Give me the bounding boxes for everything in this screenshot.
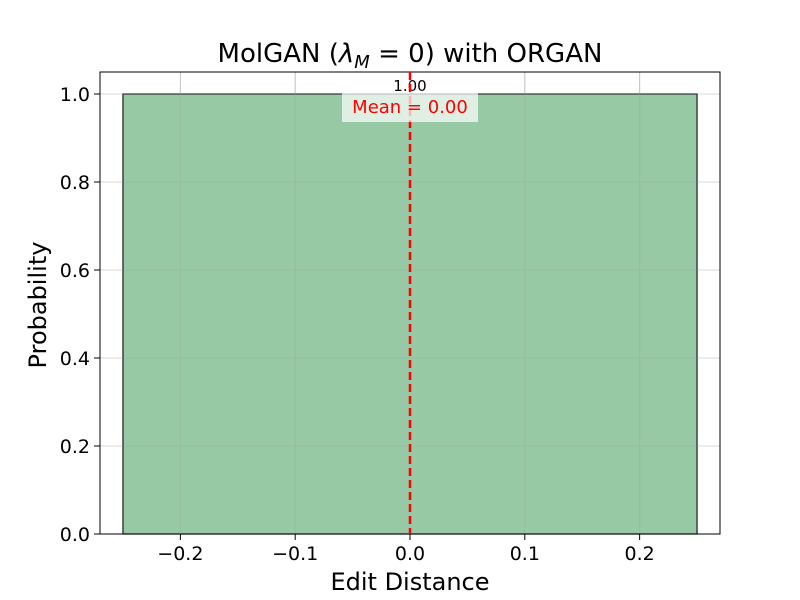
x-tick-label: 0.0 xyxy=(395,543,425,565)
mean-marker: Mean = 0.00 xyxy=(342,72,478,534)
y-tick-label: 0.0 xyxy=(60,524,90,546)
x-axis-label: Edit Distance xyxy=(330,568,489,596)
y-tick-label: 0.4 xyxy=(60,348,90,370)
y-tick-label: 0.2 xyxy=(60,436,90,458)
x-tick-label: 0.2 xyxy=(625,543,655,565)
x-tick-label: −0.1 xyxy=(272,543,318,565)
y-axis-label: Probability xyxy=(24,242,52,369)
y-tick-label: 0.8 xyxy=(60,172,90,194)
y-tick-label: 0.6 xyxy=(60,260,90,282)
mean-label: Mean = 0.00 xyxy=(352,97,468,118)
y-tick-label: 1.0 xyxy=(60,84,90,106)
x-tick-label: 0.1 xyxy=(510,543,540,565)
mean-label-box xyxy=(342,92,478,122)
ticks: −0.2 −0.1 0.0 0.1 0.2 0.0 0.2 0.4 0.6 0.8 1.0 xyxy=(60,84,655,565)
chart-title: MolGAN (λM = 0) with ORGAN xyxy=(218,39,603,73)
x-tick-label: −0.2 xyxy=(157,543,203,565)
